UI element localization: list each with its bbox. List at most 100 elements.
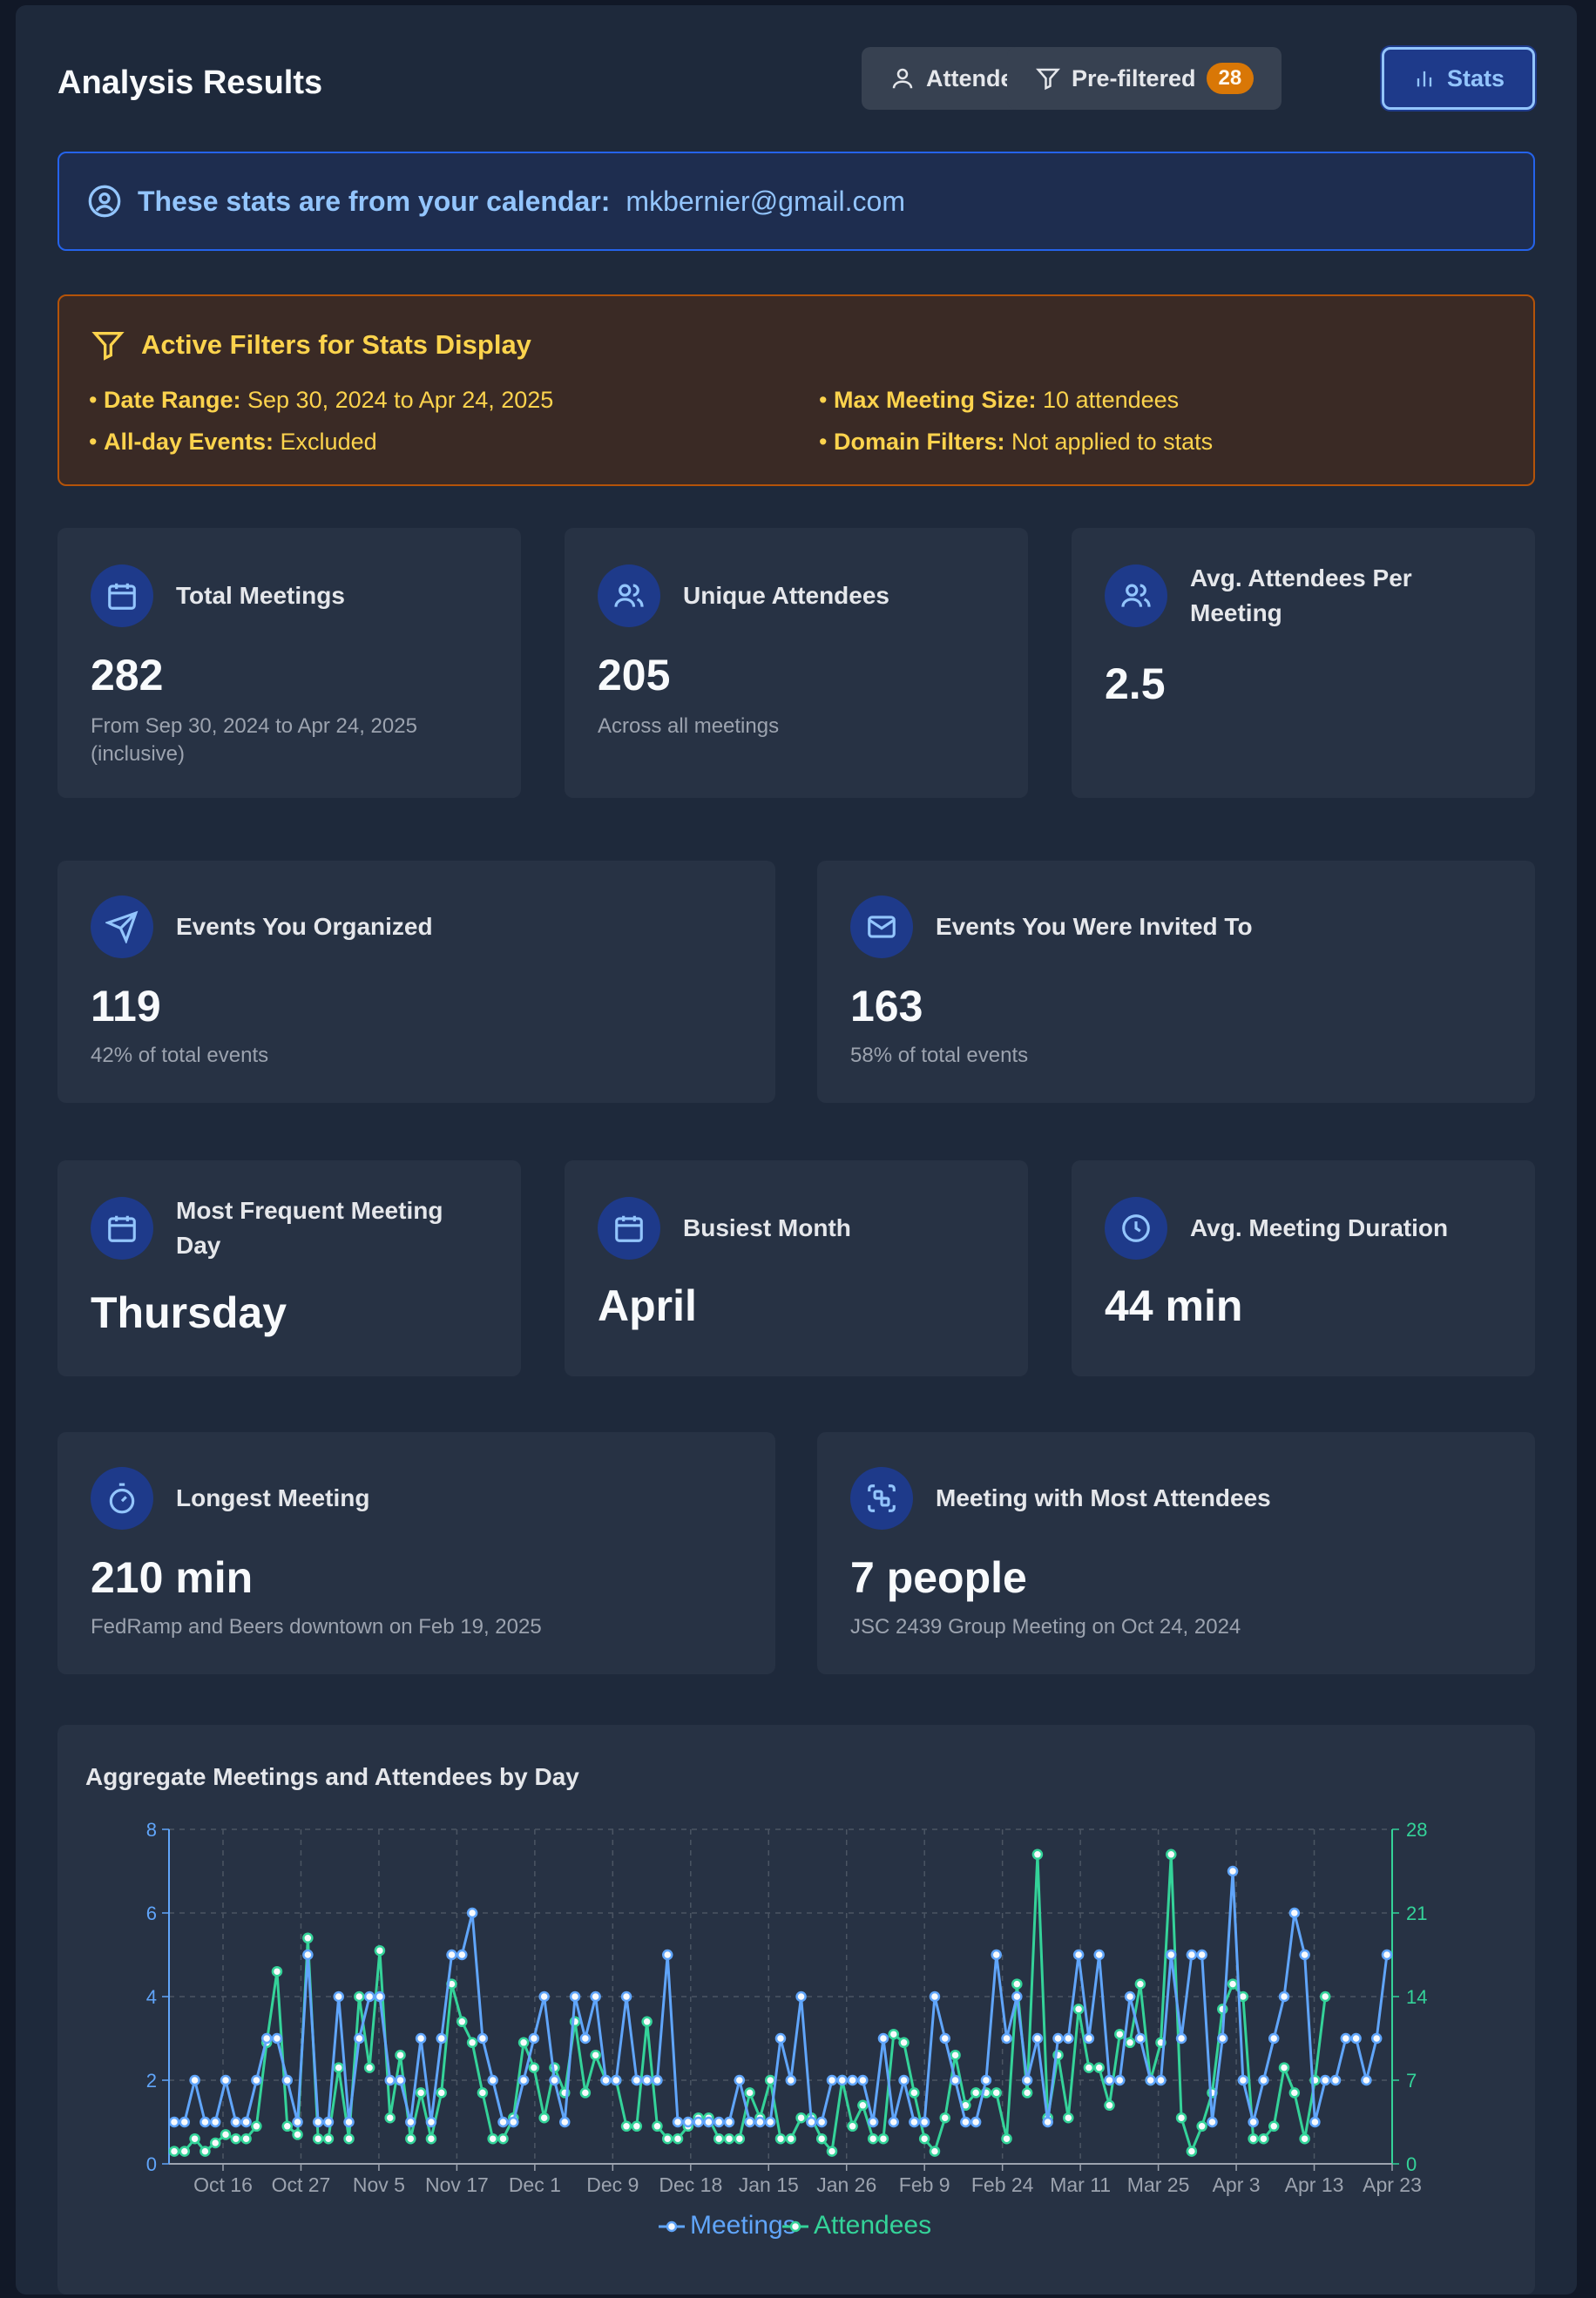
calendar-icon	[91, 1197, 153, 1260]
calendar-info-banner: These stats are from your calendar: mkbe…	[57, 152, 1535, 251]
x-tick-label: Jan 26	[816, 2173, 876, 2196]
attendees-point	[487, 2132, 498, 2145]
stat-label: Most Frequent Meeting Day	[176, 1197, 443, 1259]
meetings-point	[354, 2032, 365, 2045]
meetings-point	[652, 2074, 663, 2086]
attendees-point	[538, 2112, 550, 2124]
meetings-point	[1083, 2032, 1095, 2045]
meetings-point	[672, 2116, 684, 2128]
meetings-point	[517, 2074, 530, 2086]
meetings-point	[1145, 2074, 1156, 2086]
x-tick-label: Oct 16	[193, 2173, 253, 2196]
stat-sub: Across all meetings	[598, 714, 780, 738]
stat-card-most-attendees: Meeting with Most Attendees 7 people JSC…	[817, 1432, 1535, 1674]
attendees-point	[354, 1990, 365, 2003]
attendees-point	[405, 2132, 416, 2145]
attendees-point	[415, 2087, 427, 2099]
y-right-tick-label: 14	[1406, 1986, 1427, 2008]
x-tick-label: Dec 9	[586, 2173, 639, 2196]
attendees-point	[672, 2132, 684, 2145]
stats-button[interactable]: Stats	[1382, 47, 1535, 110]
stat-sub: From Sep 30, 2024 to Apr 24, 2025 (inclu…	[91, 714, 417, 766]
meetings-point	[260, 2032, 273, 2045]
prefiltered-button[interactable]: Pre-filtered 28	[1007, 47, 1282, 110]
attendees-point	[918, 2132, 930, 2145]
attendees-point	[723, 2132, 735, 2145]
attendees-point	[395, 2049, 406, 2061]
attendees-point	[1299, 2132, 1310, 2145]
attendees-point	[333, 2062, 344, 2073]
meetings-point	[1186, 1949, 1198, 1961]
meetings-point	[322, 2116, 335, 2128]
attendees-point	[271, 1965, 283, 1977]
stat-value: 2.5	[1105, 659, 1166, 708]
meetings-point	[179, 2116, 191, 2128]
meetings-point	[754, 2116, 766, 2128]
meetings-point	[374, 1990, 386, 2003]
y-left-tick-label: 4	[146, 1986, 157, 2008]
attendees-point	[970, 2087, 982, 2099]
attendees-point	[1083, 2062, 1095, 2073]
meetings-point	[960, 2116, 971, 2128]
meetings-point	[1021, 2074, 1033, 2086]
meetings-point	[991, 1949, 1002, 1961]
meetings-point	[1124, 1990, 1136, 2003]
meetings-point	[446, 1949, 457, 1961]
attendees-point	[466, 2037, 478, 2049]
stats-button-label: Stats	[1446, 64, 1505, 91]
meetings-point	[795, 1990, 807, 2003]
legend-label: Meetings	[690, 2211, 796, 2240]
stat-label: Longest Meeting	[176, 1484, 370, 1511]
meetings-point	[764, 2116, 776, 2128]
attendees-point	[631, 2120, 643, 2132]
attendees-point	[744, 2087, 755, 2099]
attendees-point	[240, 2132, 252, 2145]
calendar-icon	[91, 564, 153, 627]
mail-icon	[850, 896, 913, 958]
meetings-point	[1175, 2032, 1187, 2045]
meetings-point	[538, 1990, 550, 2003]
stat-card-organized: Events You Organized 119 42% of total ev…	[57, 861, 775, 1103]
attendees-point	[785, 2132, 797, 2145]
attendees-point	[200, 2146, 211, 2157]
attendees-point	[230, 2132, 242, 2145]
attendees-point	[1063, 2112, 1074, 2124]
stat-sub: 42% of total events	[91, 1044, 269, 1067]
attendees-point	[251, 2120, 262, 2132]
stat-label: Meeting with Most Attendees	[936, 1484, 1271, 1511]
meetings-point	[734, 2074, 746, 2086]
calendar-info-label: These stats are from your calendar:	[138, 185, 611, 217]
meetings-point	[425, 2116, 437, 2128]
y-left-tick-label: 2	[146, 2070, 157, 2092]
meetings-point	[929, 1990, 941, 2003]
meetings-point	[168, 2116, 180, 2128]
stat-label: Events You Organized	[176, 913, 433, 940]
meetings-point	[466, 1907, 478, 1919]
attendees-point	[374, 1944, 386, 1957]
attendees-point	[795, 2112, 807, 2124]
attendees-point	[815, 2132, 828, 2145]
attendees-point	[1104, 2099, 1115, 2112]
meetings-point	[415, 2032, 427, 2045]
meetings-point	[888, 2116, 900, 2128]
attendees-point	[661, 2132, 673, 2145]
y-right-tick-label: 21	[1406, 1903, 1427, 1924]
meetings-point	[939, 2032, 950, 2045]
stat-value: April	[598, 1281, 697, 1330]
attendees-point	[826, 2146, 838, 2157]
meetings-point	[1104, 2074, 1115, 2086]
meetings-point	[405, 2116, 416, 2128]
attendees-point	[1288, 2087, 1301, 2099]
x-tick-label: Dec 18	[659, 2173, 722, 2196]
meetings-point	[1196, 1949, 1207, 1961]
meetings-point	[1340, 2032, 1352, 2045]
stat-sub: 58% of total events	[850, 1044, 1029, 1067]
attendees-point	[950, 2049, 961, 2061]
chart-title: Aggregate Meetings and Attendees by Day	[85, 1763, 579, 1790]
legend-label: Attendees	[814, 2211, 931, 2240]
attendees-point	[1319, 1990, 1331, 2003]
attendees-point	[929, 2146, 941, 2157]
user-icon	[892, 68, 913, 89]
meetings-point	[1319, 2074, 1331, 2086]
meetings-point	[456, 1949, 468, 1961]
